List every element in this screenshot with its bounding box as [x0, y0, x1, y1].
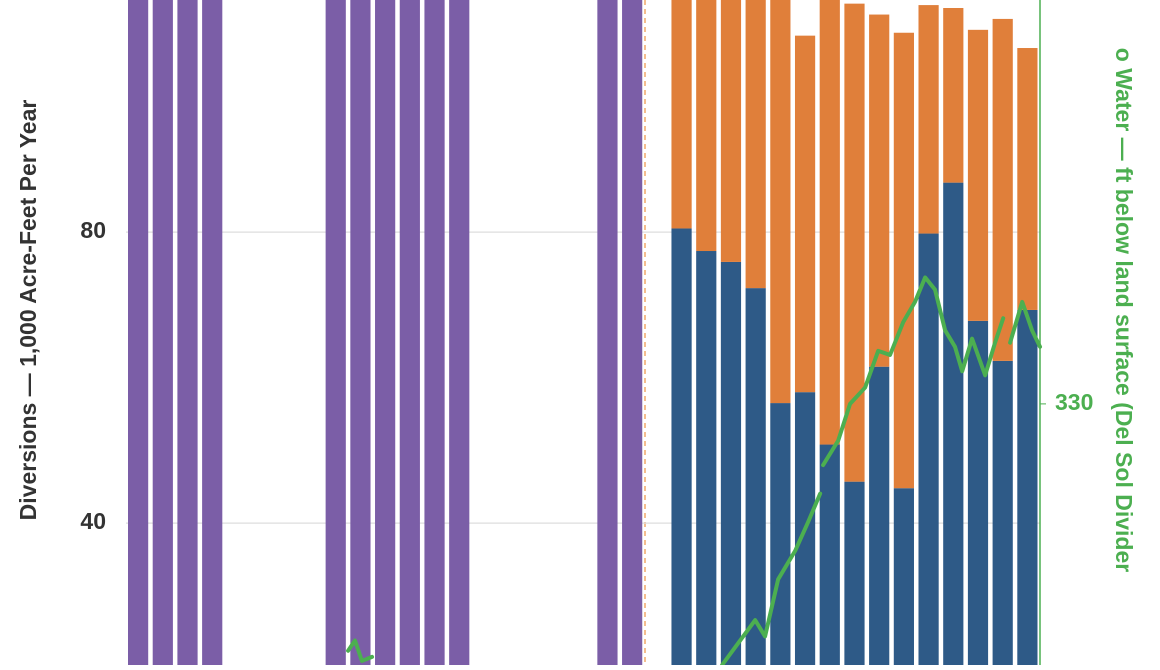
bar — [844, 3, 865, 482]
bar — [869, 14, 890, 367]
bar — [819, 0, 840, 445]
bar — [128, 0, 149, 666]
bar — [375, 0, 396, 666]
bar — [597, 0, 618, 666]
bar — [992, 360, 1013, 665]
bar — [671, 0, 692, 229]
y2-axis-title: o Water — ft below land surface (Del Sol… — [1111, 48, 1137, 572]
bar — [943, 8, 964, 183]
bar — [918, 5, 939, 234]
bar — [943, 182, 964, 665]
bar — [449, 0, 470, 665]
y-tick-label: 80 — [80, 217, 106, 243]
bar — [350, 0, 371, 666]
bar — [745, 288, 766, 665]
bar — [696, 0, 717, 252]
bar — [424, 0, 445, 666]
bar — [325, 0, 346, 666]
bar — [893, 488, 914, 665]
bar — [671, 228, 692, 665]
bar — [1017, 309, 1038, 665]
bar — [967, 320, 989, 665]
bar — [622, 0, 643, 665]
bar — [1017, 48, 1038, 310]
bar — [177, 0, 198, 666]
bar — [819, 444, 840, 665]
bar — [720, 261, 742, 665]
bar — [869, 366, 890, 665]
bar — [202, 0, 223, 666]
bar — [696, 251, 717, 666]
bar — [844, 481, 865, 665]
y2-tick-label: 330 — [1055, 389, 1093, 415]
bar — [992, 18, 1013, 361]
bar — [918, 233, 939, 665]
bar — [893, 32, 914, 489]
y-tick-label: 40 — [80, 508, 106, 534]
bar — [152, 0, 173, 666]
bar — [770, 403, 791, 665]
bar — [967, 29, 989, 321]
line — [346, 275, 1042, 667]
bar — [770, 0, 791, 404]
bar — [745, 0, 766, 289]
bar — [720, 0, 742, 262]
y-axis-title: Diversions — 1,000 Acre-Feet Per Year — [15, 100, 41, 521]
bar — [399, 0, 420, 666]
bar — [794, 35, 816, 393]
